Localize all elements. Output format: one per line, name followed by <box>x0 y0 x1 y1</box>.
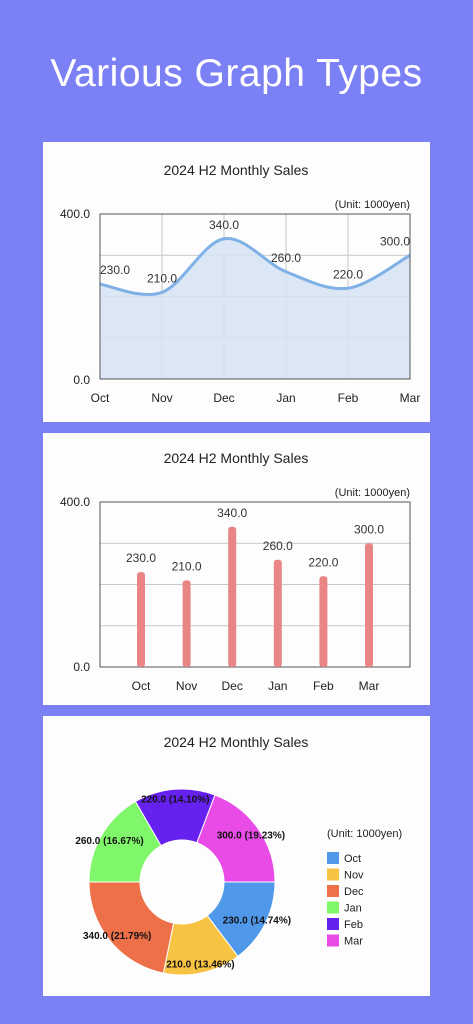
x-tick-label: Oct <box>132 679 151 693</box>
x-tick-label: Jan <box>276 391 295 405</box>
legend-swatch <box>327 885 339 897</box>
bar <box>273 559 282 667</box>
data-label: 300.0 <box>380 234 410 248</box>
data-label: 230.0 <box>100 263 130 277</box>
pie-slice <box>88 881 175 974</box>
data-label: 230.0 <box>126 551 156 565</box>
legend-swatch <box>327 901 339 914</box>
data-label: 210.0 <box>147 271 177 285</box>
bar <box>228 526 237 667</box>
x-tick-label: Mar <box>359 679 380 693</box>
y-tick-max: 400.0 <box>60 495 90 509</box>
legend-swatch <box>327 918 339 930</box>
chart-title: 2024 H2 Monthly Sales <box>164 162 309 178</box>
legend-label: Mar <box>344 936 363 948</box>
page-title: Various Graph Types <box>50 52 423 95</box>
x-tick-label: Oct <box>91 391 110 405</box>
legend-label: Feb <box>344 919 363 931</box>
plot-frame <box>99 501 411 668</box>
unit-label: (Unit: 1000yen) <box>335 487 410 499</box>
legend-swatch <box>327 868 339 881</box>
slice-label: 230.0 (14.74%) <box>223 915 291 926</box>
data-label: 260.0 <box>271 251 301 265</box>
area-fill <box>100 238 410 379</box>
x-tick-label: Nov <box>176 679 197 693</box>
slice-label: 340.0 (21.79%) <box>83 931 151 942</box>
data-label: 260.0 <box>263 539 293 553</box>
x-tick-label: Feb <box>313 679 334 693</box>
bar <box>137 572 145 667</box>
chart-title: 2024 H2 Monthly Sales <box>164 450 309 466</box>
x-tick-label: Mar <box>400 391 421 405</box>
pie-slice <box>196 794 276 883</box>
data-label: 300.0 <box>354 522 384 536</box>
legend-swatch <box>327 934 339 947</box>
bar <box>365 543 373 667</box>
bar <box>319 576 328 667</box>
slice-label: 210.0 (13.46%) <box>166 960 234 971</box>
legend-label: Dec <box>344 886 364 898</box>
legend-label: Oct <box>344 853 361 865</box>
series-line <box>99 237 411 297</box>
x-tick-label: Dec <box>222 679 243 693</box>
bar-chart-card: 2024 H2 Monthly Sales (Unit: 1000yen) 40… <box>43 433 430 705</box>
unit-label: (Unit: 1000yen) <box>335 199 410 211</box>
legend-swatch <box>327 852 339 864</box>
bar-chart: 2024 H2 Monthly Sales (Unit: 1000yen) 40… <box>60 450 411 693</box>
x-tick-label: Dec <box>213 391 234 405</box>
area-chart: 2024 H2 Monthly Sales (Unit: 1000yen) 40… <box>60 162 421 405</box>
area-chart-card: 2024 H2 Monthly Sales (Unit: 1000yen) 40… <box>43 142 430 422</box>
legend-label: Nov <box>344 870 364 882</box>
y-tick-max: 400.0 <box>60 207 90 221</box>
y-tick-min: 0.0 <box>73 660 90 674</box>
plot-frame <box>99 213 411 380</box>
data-label: 340.0 <box>209 218 239 232</box>
pie-chart-card: 2024 H2 Monthly Sales (Unit: 1000yen) 23… <box>43 716 430 996</box>
unit-label: (Unit: 1000yen) <box>327 828 402 840</box>
data-label: 220.0 <box>333 267 363 281</box>
x-tick-label: Feb <box>338 391 359 405</box>
slice-label: 220.0 (14.10%) <box>141 795 209 806</box>
x-tick-label: Nov <box>151 391 172 405</box>
bar <box>182 580 191 667</box>
y-tick-min: 0.0 <box>73 373 90 387</box>
x-tick-label: Jan <box>268 679 287 693</box>
legend-label: Jan <box>344 903 362 915</box>
slice-label: 300.0 (19.23%) <box>217 830 285 841</box>
pie-chart: 2024 H2 Monthly Sales (Unit: 1000yen) 23… <box>75 734 402 976</box>
data-label: 340.0 <box>217 506 247 520</box>
slice-label: 260.0 (16.67%) <box>75 836 143 847</box>
chart-title: 2024 H2 Monthly Sales <box>164 734 309 750</box>
data-label: 210.0 <box>172 559 202 573</box>
data-label: 220.0 <box>308 555 338 569</box>
